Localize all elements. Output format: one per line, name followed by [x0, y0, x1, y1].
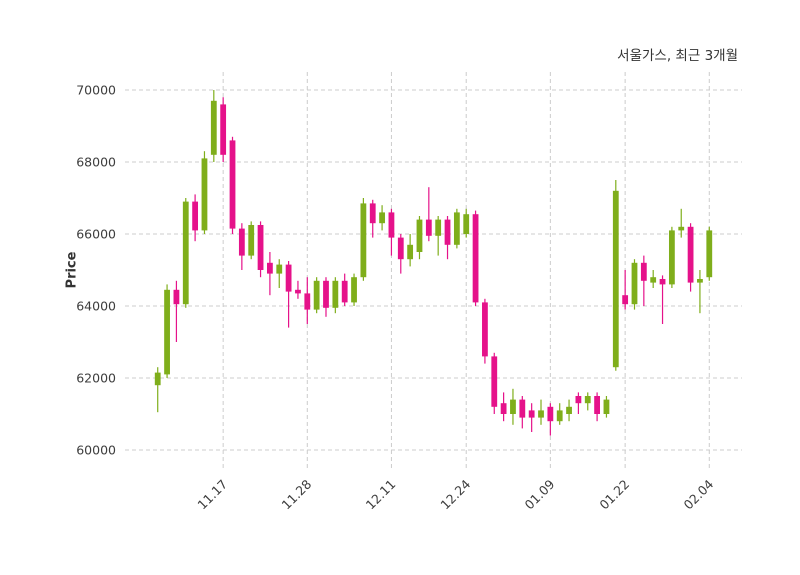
candle-body [650, 277, 657, 283]
candle-body [519, 399, 526, 418]
candle-body [463, 214, 470, 234]
candle-body [425, 219, 432, 236]
candle-body [238, 228, 245, 256]
candle-body [341, 280, 348, 303]
candle-body [397, 237, 404, 260]
candle-body [210, 100, 217, 155]
x-tick-label: 12.24 [437, 476, 473, 512]
candle-body [435, 219, 442, 236]
x-tick-label: 01.09 [522, 476, 558, 512]
candle-body [444, 219, 451, 245]
y-tick-label: 62000 [76, 371, 116, 386]
candle-body [584, 396, 591, 404]
candle-body [687, 226, 694, 283]
x-tick-label: 11.17 [194, 477, 230, 513]
candle-body [379, 212, 385, 224]
candle-body [164, 289, 170, 375]
candle-body [229, 140, 236, 229]
candle-body [332, 280, 339, 308]
candle-body [248, 225, 255, 256]
candle-body [313, 280, 320, 310]
candle-body [594, 396, 600, 414]
candle-body [267, 262, 273, 274]
candle-body [295, 289, 301, 294]
candle-body [640, 262, 647, 281]
candle-body [678, 226, 685, 231]
y-tick-label: 70000 [76, 83, 116, 98]
y-tick-label: 66000 [76, 227, 116, 242]
candle-body [388, 212, 395, 238]
candle-body [182, 201, 189, 305]
candle-body [510, 399, 516, 414]
candle-body [407, 244, 414, 260]
candle-body [547, 406, 554, 422]
candle-body [472, 214, 479, 303]
candle-body [491, 356, 498, 407]
x-tick-label: 11.28 [278, 476, 314, 512]
y-tick-label: 60000 [76, 443, 116, 458]
candle-body [257, 225, 264, 270]
candle-body [360, 203, 367, 278]
y-tick-label: 64000 [76, 299, 116, 314]
candle-body [622, 295, 629, 305]
candle-body [528, 410, 535, 418]
candle-body [220, 104, 227, 155]
candle-body [285, 264, 292, 292]
candle-body [603, 399, 610, 414]
candle-body [500, 403, 507, 414]
candle-body [173, 289, 180, 305]
candle-body [706, 230, 713, 278]
x-tick-label: 01.22 [596, 477, 632, 513]
candle-body [612, 190, 619, 368]
candle-body [369, 203, 376, 224]
candle-body [538, 410, 544, 418]
candle-body [154, 372, 161, 386]
candle-body [566, 406, 572, 414]
candle-body [659, 279, 666, 285]
candle-body [482, 302, 488, 357]
candle-body [201, 158, 208, 231]
x-tick-label: 12.11 [363, 477, 399, 513]
candle-body [575, 396, 582, 404]
x-tick-label: 02.04 [680, 476, 716, 512]
candle-body [453, 212, 460, 245]
candle-body [304, 293, 311, 310]
candle-body [276, 264, 283, 274]
y-tick-label: 68000 [76, 155, 116, 170]
candle-body [556, 410, 563, 422]
candle-body [697, 279, 703, 283]
chart-title: 서울가스, 최근 3개월 [617, 48, 738, 64]
candle-body [323, 280, 329, 308]
candle-body [351, 277, 357, 303]
candle-body [668, 230, 675, 285]
candle-body [416, 219, 423, 252]
candle-body [631, 262, 638, 305]
candle-body [192, 201, 199, 231]
